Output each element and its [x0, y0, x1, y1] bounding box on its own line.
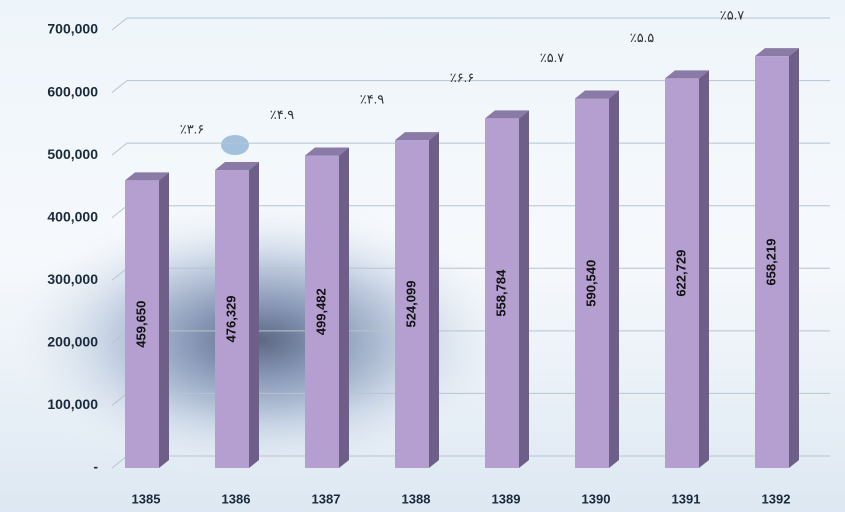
bar-top — [575, 90, 619, 99]
x-tick-label: 1385 — [132, 491, 161, 506]
bar-top — [665, 70, 709, 79]
value-label: 499,482 — [313, 288, 328, 335]
growth-label: ٪۵.۷ — [540, 50, 565, 65]
drop — [221, 135, 249, 155]
y-tick-label: 500,000 — [47, 146, 98, 162]
value-label: 658,219 — [763, 239, 778, 286]
value-label: 476,329 — [223, 295, 238, 342]
bar — [125, 180, 159, 468]
x-tick-label: 1390 — [582, 491, 611, 506]
bar — [305, 155, 339, 468]
y-tick-label: - — [93, 459, 98, 475]
bar-side — [429, 132, 439, 468]
bar — [755, 56, 789, 468]
bar-side — [159, 172, 169, 468]
x-tick-label: 1386 — [222, 491, 251, 506]
bar-top — [755, 48, 799, 57]
bar — [215, 169, 249, 468]
bar-top — [305, 147, 349, 156]
value-label: 590,540 — [583, 260, 598, 307]
bar-top — [395, 132, 439, 141]
bar — [395, 140, 429, 468]
x-tick-label: 1388 — [402, 491, 431, 506]
growth-label: ٪۴.۹ — [270, 107, 295, 122]
growth-label: ٪۳.۶ — [180, 121, 205, 136]
value-label: 558,784 — [493, 269, 508, 317]
value-label: 459,650 — [133, 301, 148, 348]
y-tick-label: 300,000 — [47, 271, 98, 287]
value-label: 622,729 — [673, 250, 688, 297]
x-tick-label: 1391 — [672, 491, 701, 506]
bar — [575, 98, 609, 468]
bar — [485, 118, 519, 468]
x-tick-label: 1392 — [762, 491, 791, 506]
grid-line — [111, 17, 830, 31]
value-label: 524,099 — [403, 281, 418, 328]
bar-side — [609, 90, 619, 468]
bar-side — [249, 161, 259, 468]
y-tick-label: 100,000 — [47, 396, 98, 412]
growth-label: ٪۵.۵ — [630, 30, 655, 45]
y-tick-label: 200,000 — [47, 334, 98, 350]
bar-top — [215, 161, 259, 170]
growth-label: ٪۵.۷ — [720, 8, 745, 23]
y-tick-label: 700,000 — [47, 21, 98, 37]
bar — [665, 78, 699, 468]
y-tick-label: 600,000 — [47, 83, 98, 99]
bar-side — [519, 110, 529, 468]
bar-side — [339, 147, 349, 468]
bar-top — [485, 110, 529, 119]
x-tick-label: 1387 — [312, 491, 341, 506]
x-tick-label: 1389 — [492, 491, 521, 506]
y-tick-label: 400,000 — [47, 208, 98, 224]
growth-label: ٪۶.۶ — [450, 70, 475, 85]
grid-line — [111, 80, 830, 93]
bar-side — [789, 48, 799, 468]
bar-top — [125, 172, 169, 181]
growth-label: ٪۴.۹ — [360, 92, 385, 107]
bar-side — [699, 70, 709, 468]
